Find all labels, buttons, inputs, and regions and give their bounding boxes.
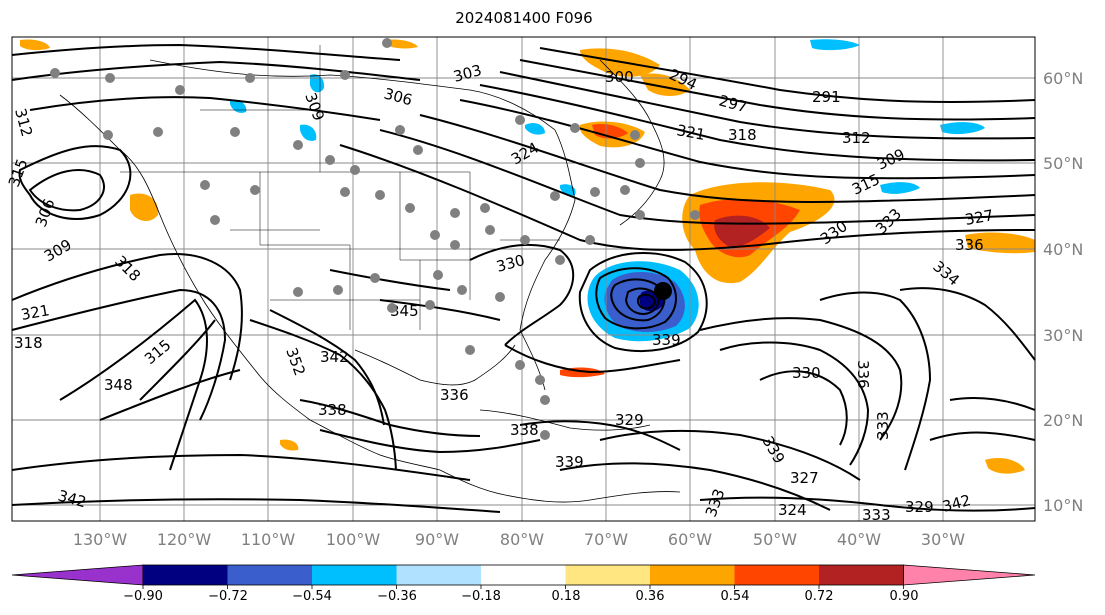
colorbar-tick-label: −0.18 <box>461 589 501 604</box>
grid-lines <box>12 37 1035 521</box>
colorbar-extend-low <box>11 564 144 586</box>
colorbar-tick-label: 0.72 <box>805 589 834 604</box>
colorbar-segment <box>227 565 313 585</box>
contour-label: 342 <box>320 348 349 366</box>
lon-label: 100°W <box>326 530 381 549</box>
colorbar-tick-label: −0.54 <box>292 589 332 604</box>
colorbar-tick-label: 0.90 <box>890 589 919 604</box>
lat-label: 10°N <box>1043 496 1083 515</box>
latitude-labels: 60°N 50°N 40°N 30°N 20°N 10°N <box>1043 69 1083 515</box>
contour-label: 318 <box>14 334 43 352</box>
map-title: 2024081400 F096 <box>455 9 593 27</box>
colorbar-segment <box>819 565 904 585</box>
lat-label: 50°N <box>1043 154 1083 173</box>
lat-label: 40°N <box>1043 240 1083 259</box>
colorbar-segment <box>312 565 397 585</box>
contour-label: 300 <box>605 68 634 86</box>
lon-label: 110°W <box>241 530 296 549</box>
contour-label: 333 <box>874 411 892 440</box>
contour-label: 336 <box>854 360 872 389</box>
contour-label: 338 <box>510 421 539 439</box>
colorbar-segment <box>143 565 228 585</box>
contour-label: 336 <box>955 236 984 254</box>
contour-label: 338 <box>318 401 347 419</box>
colorbar-tick-label: 0.18 <box>552 589 581 604</box>
station-dots <box>50 38 700 440</box>
contour-label: 329 <box>615 411 644 429</box>
contour-label: 330 <box>792 364 821 382</box>
lon-label: 120°W <box>157 530 212 549</box>
longitude-labels: 130°W 120°W 110°W 100°W 90°W 80°W 70°W 6… <box>73 530 965 549</box>
lon-label: 90°W <box>415 530 459 549</box>
colorbar-segment <box>565 565 651 585</box>
map-background <box>12 37 1035 521</box>
lon-label: 40°W <box>837 530 881 549</box>
contour-label: 348 <box>104 376 133 394</box>
colorbar-segment <box>734 565 820 585</box>
colorbar-extend-high <box>903 564 1036 586</box>
contour-label: 327 <box>964 206 995 229</box>
contour-label: 329 <box>905 498 934 516</box>
colorbar-tick-label: −0.90 <box>123 589 163 604</box>
contour-label: 291 <box>812 88 841 106</box>
colorbar-segment <box>481 565 566 585</box>
lat-label: 60°N <box>1043 69 1083 88</box>
contour-label: 333 <box>862 506 891 524</box>
colorbar-tick-label: −0.72 <box>208 589 248 604</box>
lat-label: 20°N <box>1043 411 1083 430</box>
colorbar-tick-label: 0.54 <box>721 589 750 604</box>
colorbar-segment <box>396 565 482 585</box>
contour-label: 345 <box>390 302 419 320</box>
contour-label: 327 <box>790 469 819 487</box>
lon-label: 80°W <box>500 530 544 549</box>
lat-label: 30°N <box>1043 326 1083 345</box>
lon-label: 130°W <box>73 530 128 549</box>
contour-label: 312 <box>842 129 871 147</box>
map-frame <box>11 36 1036 522</box>
contour-label: 321 <box>20 301 51 324</box>
colorbar-tick-label: −0.36 <box>377 589 417 604</box>
colorbar-outline <box>142 564 904 586</box>
contour-label: 339 <box>652 331 681 349</box>
lon-label: 30°W <box>921 530 965 549</box>
contour-label: 339 <box>555 453 584 471</box>
lon-label: 50°W <box>753 530 797 549</box>
contour-label: 336 <box>440 386 469 404</box>
colorbar-ticks <box>142 585 904 589</box>
lon-label: 70°W <box>584 530 628 549</box>
low-center-marker <box>654 282 672 300</box>
lon-label: 60°W <box>668 530 712 549</box>
contour-label: 318 <box>728 126 757 144</box>
contour-label: 321 <box>675 121 706 144</box>
colorbar-tick-label: 0.36 <box>636 589 665 604</box>
contour-label: 324 <box>778 501 807 519</box>
colorbar: −0.90 −0.72 −0.54 −0.36 −0.18 0.18 0.36 … <box>11 564 1036 604</box>
colorbar-segment <box>650 565 735 585</box>
colorbar-segments <box>11 564 1036 586</box>
